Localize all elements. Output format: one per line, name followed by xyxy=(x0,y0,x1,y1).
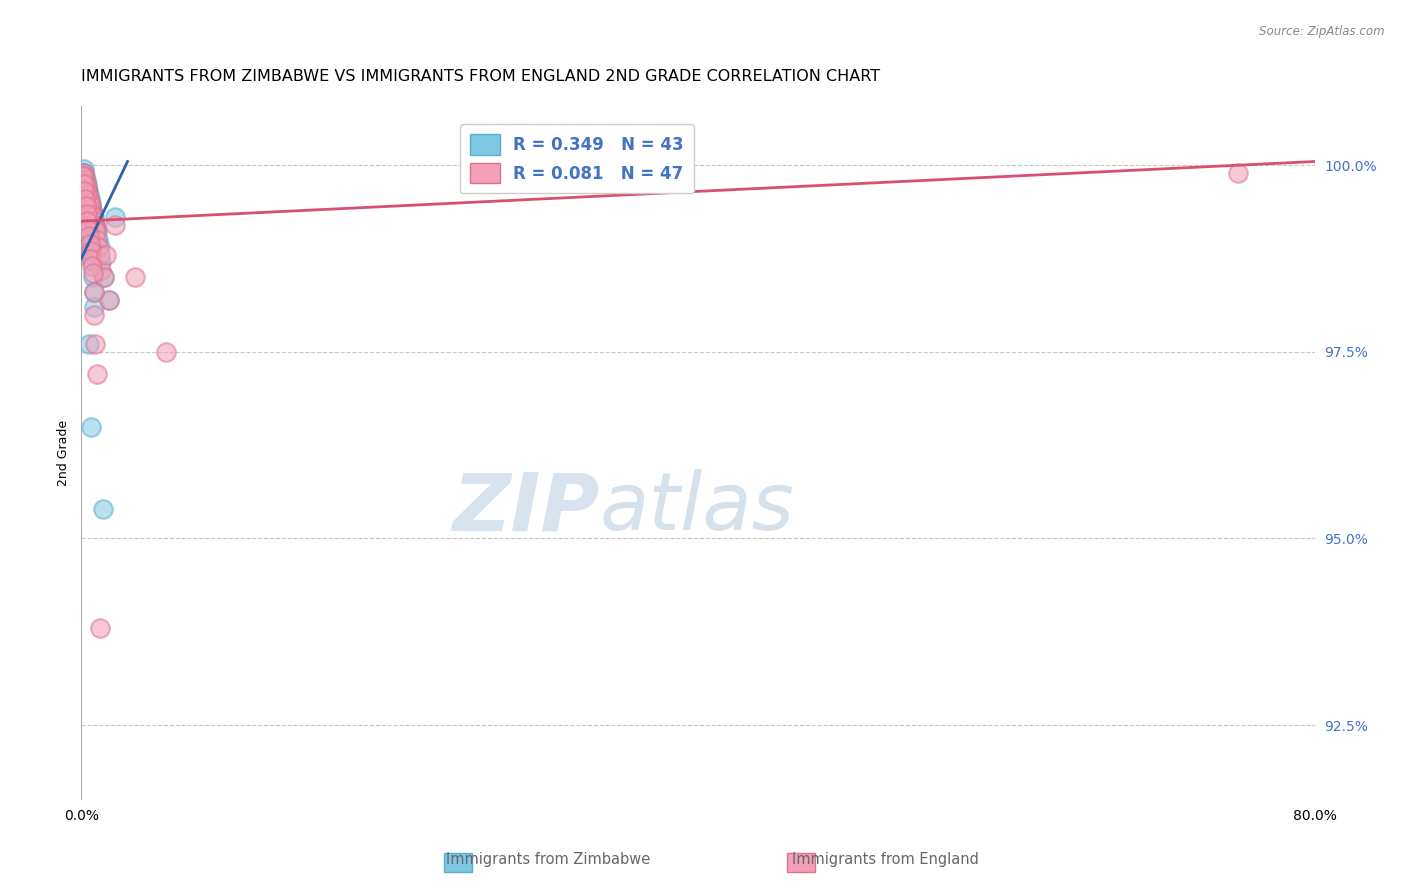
Text: Source: ZipAtlas.com: Source: ZipAtlas.com xyxy=(1260,25,1385,38)
Point xyxy=(86,233,108,247)
Point xyxy=(73,180,96,194)
Point xyxy=(77,218,100,232)
Point xyxy=(84,337,107,351)
Point xyxy=(80,202,103,217)
Point xyxy=(87,240,110,254)
Point xyxy=(1226,166,1249,180)
Point xyxy=(75,173,97,187)
Point xyxy=(93,270,115,285)
Point xyxy=(72,166,94,180)
Point xyxy=(72,161,94,176)
Point xyxy=(77,188,100,202)
Point xyxy=(79,199,101,213)
Point xyxy=(79,244,101,258)
Point xyxy=(84,221,107,235)
Point xyxy=(83,211,105,225)
Y-axis label: 2nd Grade: 2nd Grade xyxy=(58,419,70,486)
Point xyxy=(75,195,97,210)
Text: Immigrants from Zimbabwe: Immigrants from Zimbabwe xyxy=(446,852,651,867)
Point xyxy=(82,267,104,281)
Point xyxy=(98,293,121,307)
Point xyxy=(77,337,100,351)
Point xyxy=(72,166,94,180)
Point xyxy=(76,211,98,225)
Point xyxy=(76,185,98,199)
Point xyxy=(76,180,98,194)
Point xyxy=(124,270,146,285)
Point xyxy=(77,192,100,206)
Point xyxy=(73,169,96,184)
Point xyxy=(80,248,103,262)
Point xyxy=(75,192,97,206)
Point xyxy=(75,169,97,184)
Point xyxy=(80,199,103,213)
Point xyxy=(75,173,97,187)
Legend: R = 0.349   N = 43, R = 0.081   N = 47: R = 0.349 N = 43, R = 0.081 N = 47 xyxy=(460,124,693,194)
Point xyxy=(104,211,127,225)
Point xyxy=(77,185,100,199)
Point xyxy=(76,214,98,228)
Point xyxy=(83,214,105,228)
Point xyxy=(86,368,108,382)
Text: atlas: atlas xyxy=(599,469,794,547)
Point xyxy=(79,240,101,254)
Text: Immigrants from England: Immigrants from England xyxy=(793,852,979,867)
Point xyxy=(77,226,100,240)
Point xyxy=(89,248,111,262)
Point xyxy=(84,226,107,240)
Point xyxy=(75,177,97,191)
Point xyxy=(73,166,96,180)
Point xyxy=(80,259,103,273)
Point xyxy=(91,501,114,516)
Point xyxy=(76,180,98,194)
Point xyxy=(82,211,104,225)
Point xyxy=(89,240,111,254)
Point xyxy=(83,218,105,232)
Point xyxy=(79,195,101,210)
Point xyxy=(80,252,103,266)
Point xyxy=(79,236,101,251)
Point xyxy=(80,207,103,221)
Point xyxy=(75,199,97,213)
Point xyxy=(77,188,100,202)
Text: ZIP: ZIP xyxy=(451,469,599,547)
Point xyxy=(90,262,112,277)
Point xyxy=(87,233,110,247)
Point xyxy=(98,293,121,307)
Point xyxy=(94,248,117,262)
Point xyxy=(82,207,104,221)
Point xyxy=(79,195,101,210)
Point xyxy=(83,300,105,314)
Point xyxy=(83,308,105,322)
Point xyxy=(72,169,94,184)
Point xyxy=(79,233,101,247)
Text: IMMIGRANTS FROM ZIMBABWE VS IMMIGRANTS FROM ENGLAND 2ND GRADE CORRELATION CHART: IMMIGRANTS FROM ZIMBABWE VS IMMIGRANTS F… xyxy=(82,69,880,84)
Point xyxy=(72,173,94,187)
Point xyxy=(76,177,98,191)
Point xyxy=(104,218,127,232)
Point xyxy=(83,285,105,300)
Point xyxy=(84,218,107,232)
Point xyxy=(90,255,112,269)
Point xyxy=(83,214,105,228)
Point xyxy=(155,344,177,359)
Point xyxy=(72,177,94,191)
Point xyxy=(84,221,107,235)
Point xyxy=(76,207,98,221)
Point xyxy=(80,202,103,217)
Point xyxy=(76,202,98,217)
Point xyxy=(73,185,96,199)
Point xyxy=(86,226,108,240)
Point xyxy=(89,621,111,635)
Point xyxy=(77,221,100,235)
Point xyxy=(79,192,101,206)
Point xyxy=(80,255,103,269)
Point xyxy=(83,285,105,300)
Point xyxy=(75,188,97,202)
Point xyxy=(77,229,100,244)
Point xyxy=(79,419,101,434)
Point xyxy=(82,270,104,285)
Point xyxy=(93,270,115,285)
